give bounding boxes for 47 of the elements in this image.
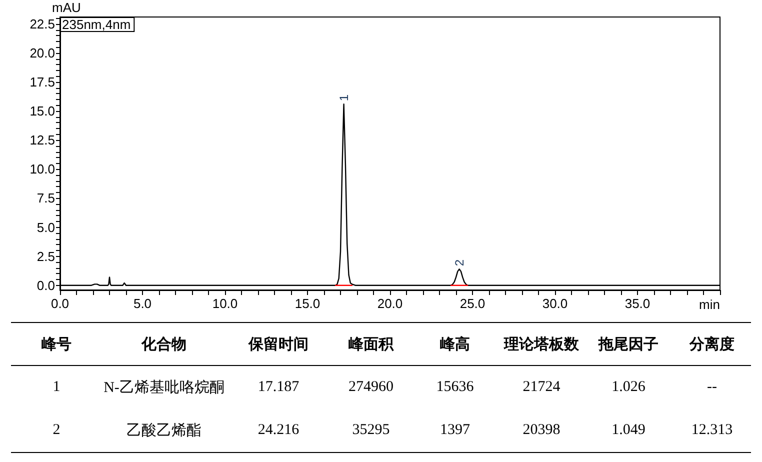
x-tick-label: 0.0	[50, 296, 70, 311]
annotation: 2	[452, 259, 466, 266]
y-tick-label: 12.5	[30, 132, 55, 148]
text: 1397	[411, 409, 499, 452]
text: 35295	[331, 409, 411, 452]
text: 12.313	[673, 409, 751, 452]
y-tick-label: 2.5	[36, 248, 55, 264]
y-axis-title: mAU	[52, 0, 81, 15]
y-tick-label: 17.5	[30, 74, 55, 90]
text: 1.049	[584, 409, 673, 452]
x-tick-label: 15.0	[294, 296, 320, 311]
x-axis-title: min	[699, 297, 720, 312]
category-label: 化合物	[102, 322, 226, 366]
x-tick-label: 20.0	[377, 296, 403, 311]
text: 乙酸乙烯酯	[102, 409, 226, 452]
category-label: 保留时间	[226, 322, 331, 366]
category-label: 理论塔板数	[499, 322, 584, 366]
text: 15636	[435, 378, 475, 397]
y-tick-label: 22.5	[30, 16, 55, 32]
x-tick-label: 35.0	[624, 296, 650, 311]
x-tick-label: 25.0	[460, 296, 486, 311]
text: --	[706, 378, 718, 397]
text: 274960	[348, 378, 394, 397]
text: 2	[11, 409, 102, 452]
y-tick-label: 10.0	[30, 162, 55, 177]
y-tick-label: 7.5	[36, 190, 55, 206]
text: 21724	[522, 378, 562, 397]
category-label: 峰号	[11, 322, 102, 366]
category-label: 峰高	[411, 322, 499, 366]
category-label: 峰面积	[331, 322, 411, 366]
text: N-乙烯基吡咯烷酮	[102, 378, 226, 398]
x-tick-label: 5.0	[133, 296, 152, 311]
text: 1	[52, 378, 62, 397]
x-tick-label: 10.0	[212, 296, 238, 311]
annotation: 235nm,4nm	[62, 17, 131, 32]
x-tick-label: 30.0	[542, 296, 568, 311]
text: 17.187	[256, 378, 300, 397]
text: 24.216	[226, 409, 331, 452]
text: 1.026	[610, 378, 646, 397]
category-label: 拖尾因子	[584, 322, 673, 366]
y-tick-label: 20.0	[30, 46, 55, 61]
y-tick-label: 15.0	[30, 104, 55, 119]
y-tick-label: 0.0	[36, 278, 55, 293]
category-label: 分离度	[673, 322, 751, 366]
y-tick-label: 5.0	[36, 220, 55, 235]
annotation: 1	[336, 94, 351, 102]
text: 20398	[499, 409, 584, 452]
